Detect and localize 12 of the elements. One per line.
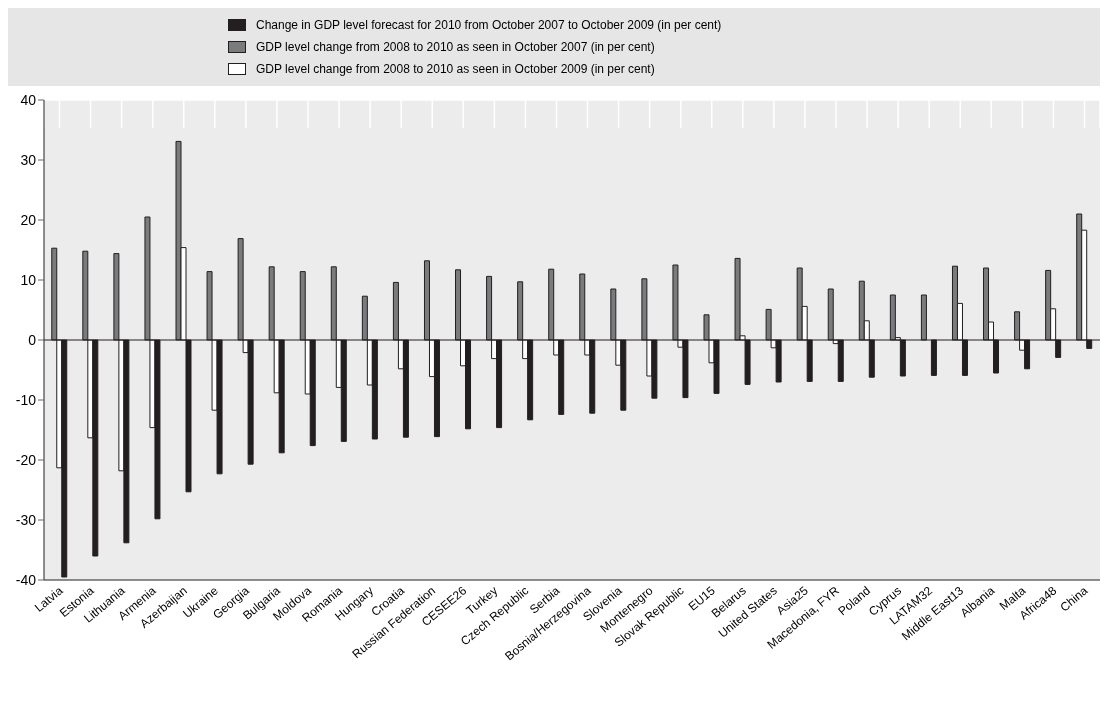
y-tick-label: 0 — [28, 331, 37, 348]
y-tick-label: -10 — [15, 391, 37, 408]
y-tick-label: 10 — [20, 271, 37, 288]
y-tick-label: 40 — [20, 91, 37, 108]
legend-label: Change in GDP level forecast for 2010 from October 2007 to October 2009 (in per cent) — [256, 18, 722, 32]
y-tick-label: -40 — [15, 571, 37, 588]
y-tick-label: 30 — [20, 151, 37, 168]
y-tick-label: 20 — [20, 211, 37, 228]
legend-label: GDP level change from 2008 to 2010 as seen in October 2007 (in per cent) — [256, 40, 655, 54]
legend-label: GDP level change from 2008 to 2010 as seen in October 2009 (in per cent) — [256, 62, 655, 76]
y-tick-label: -20 — [15, 451, 37, 468]
y-tick-label: -30 — [15, 511, 37, 528]
